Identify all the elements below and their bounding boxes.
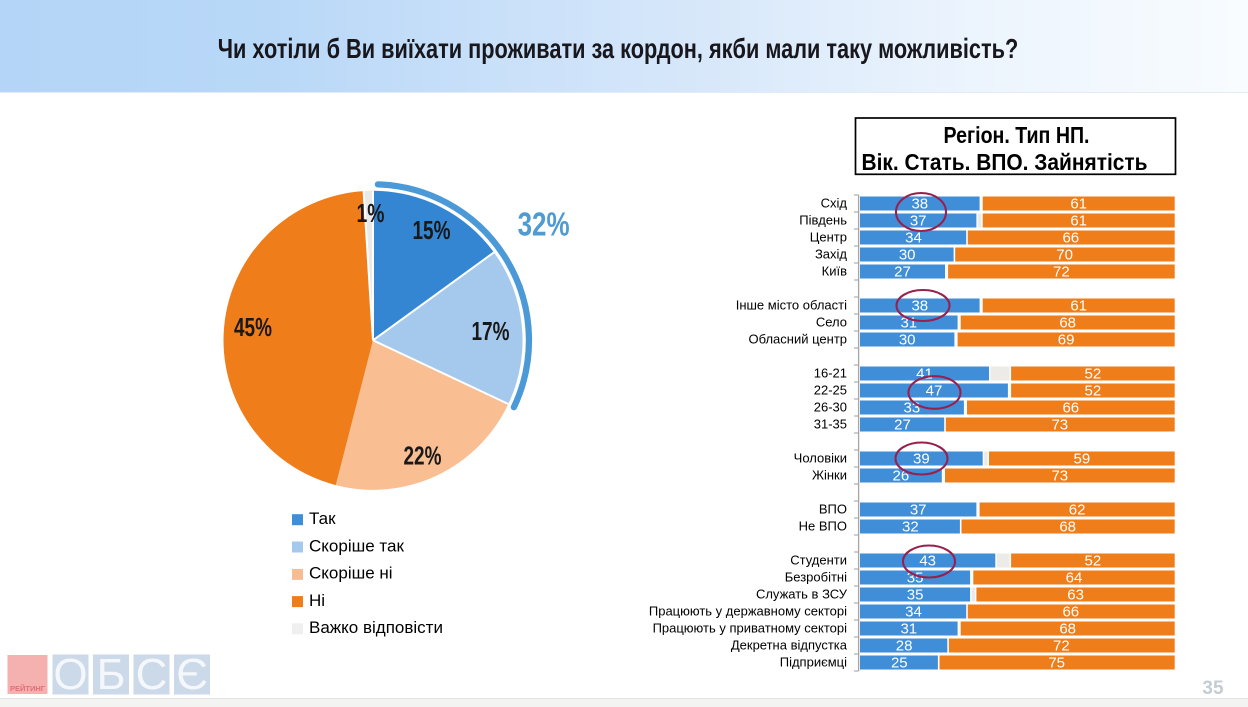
svg-text:22-25: 22-25	[814, 383, 847, 398]
svg-text:66: 66	[1062, 604, 1079, 621]
svg-text:73: 73	[1051, 468, 1068, 485]
svg-text:Скоріше так: Скоріше так	[309, 536, 404, 555]
svg-text:ВПО: ВПО	[819, 502, 847, 517]
svg-text:Є: Є	[176, 650, 208, 699]
svg-text:Інше місто області: Інше місто області	[736, 298, 847, 313]
svg-text:63: 63	[1067, 587, 1084, 604]
svg-text:66: 66	[1062, 230, 1079, 247]
svg-text:РЕЙТИНГ: РЕЙТИНГ	[10, 684, 46, 693]
svg-text:30: 30	[899, 332, 916, 349]
svg-text:45%: 45%	[234, 312, 272, 342]
svg-text:52: 52	[1085, 383, 1102, 400]
svg-text:37: 37	[910, 502, 927, 519]
svg-text:27: 27	[894, 264, 911, 281]
svg-text:Студенти: Студенти	[790, 553, 847, 568]
svg-text:61: 61	[1070, 298, 1087, 315]
svg-text:66: 66	[1062, 400, 1079, 417]
svg-text:37: 37	[910, 213, 927, 230]
svg-text:75: 75	[1048, 655, 1065, 672]
svg-text:34: 34	[905, 230, 922, 247]
svg-text:68: 68	[1059, 621, 1076, 638]
svg-text:32%: 32%	[518, 206, 570, 243]
svg-text:Працюють у приватному секторі: Працюють у приватному секторі	[653, 621, 848, 636]
svg-text:Чоловіки: Чоловіки	[794, 451, 847, 466]
svg-text:Південь: Південь	[799, 213, 847, 228]
svg-text:О: О	[53, 650, 87, 699]
svg-text:22%: 22%	[404, 441, 442, 471]
svg-text:Безробітні: Безробітні	[785, 570, 847, 585]
svg-text:Село: Село	[816, 315, 847, 330]
svg-text:Не ВПО: Не ВПО	[799, 519, 847, 534]
svg-text:Б: Б	[97, 650, 126, 699]
svg-text:Обласний центр: Обласний центр	[749, 332, 848, 347]
svg-text:27: 27	[894, 417, 911, 434]
svg-text:Працюють у державному секторі: Працюють у державному секторі	[649, 604, 847, 619]
svg-text:68: 68	[1059, 519, 1076, 536]
svg-text:61: 61	[1070, 213, 1087, 230]
svg-text:Регіон. Тип НП.: Регіон. Тип НП.	[944, 122, 1090, 148]
svg-text:72: 72	[1053, 638, 1070, 655]
svg-text:Служать в ЗСУ: Служать в ЗСУ	[756, 587, 848, 602]
svg-text:17%: 17%	[472, 316, 510, 346]
svg-text:69: 69	[1058, 332, 1075, 349]
svg-text:72: 72	[1053, 264, 1070, 281]
svg-text:38: 38	[911, 196, 928, 213]
svg-text:Важко відповісти: Важко відповісти	[309, 618, 443, 637]
svg-text:Ні: Ні	[309, 591, 325, 610]
svg-text:Вік. Стать. ВПО. Зайнятість: Вік. Стать. ВПО. Зайнятість	[862, 149, 1148, 175]
svg-text:Скоріше ні: Скоріше ні	[309, 564, 393, 583]
svg-text:26-30: 26-30	[814, 400, 847, 415]
svg-text:Так: Так	[309, 509, 336, 528]
svg-text:64: 64	[1066, 570, 1083, 587]
svg-text:Жінки: Жінки	[812, 468, 847, 483]
svg-text:Захід: Захід	[815, 247, 847, 262]
svg-text:62: 62	[1069, 502, 1086, 519]
svg-text:31: 31	[900, 315, 917, 332]
svg-text:61: 61	[1070, 196, 1087, 213]
svg-text:26: 26	[893, 468, 910, 485]
svg-text:35: 35	[907, 587, 924, 604]
svg-text:73: 73	[1051, 417, 1068, 434]
svg-text:70: 70	[1056, 247, 1073, 264]
svg-text:52: 52	[1085, 366, 1102, 383]
svg-text:47: 47	[926, 383, 943, 400]
svg-text:35: 35	[1202, 678, 1224, 699]
svg-text:31-35: 31-35	[814, 417, 847, 432]
svg-text:Декретна відпустка: Декретна відпустка	[731, 638, 848, 653]
svg-text:Підприємці: Підприємці	[780, 655, 847, 670]
svg-text:1%: 1%	[357, 198, 385, 228]
svg-text:30: 30	[899, 247, 916, 264]
svg-text:38: 38	[911, 298, 928, 315]
svg-text:25: 25	[891, 655, 908, 672]
svg-text:43: 43	[919, 553, 936, 570]
svg-text:Схід: Схід	[821, 196, 848, 211]
svg-text:52: 52	[1085, 553, 1102, 570]
svg-text:59: 59	[1074, 451, 1091, 468]
svg-text:39: 39	[913, 451, 930, 468]
svg-text:С: С	[136, 650, 168, 699]
svg-text:16-21: 16-21	[814, 366, 847, 381]
svg-text:15%: 15%	[413, 215, 451, 245]
svg-text:68: 68	[1059, 315, 1076, 332]
svg-text:Центр: Центр	[810, 230, 847, 245]
svg-text:31: 31	[900, 621, 917, 638]
svg-text:33: 33	[904, 400, 921, 417]
svg-text:28: 28	[896, 638, 913, 655]
svg-text:Київ: Київ	[822, 264, 847, 279]
svg-text:32: 32	[902, 519, 919, 536]
svg-text:34: 34	[905, 604, 922, 621]
